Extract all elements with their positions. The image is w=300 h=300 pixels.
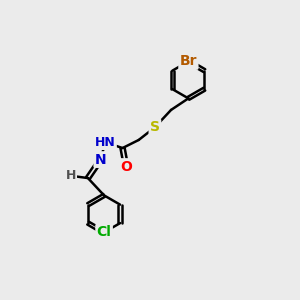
Text: H: H xyxy=(65,169,76,182)
Text: Cl: Cl xyxy=(97,225,112,239)
Text: N: N xyxy=(95,153,106,166)
Text: Br: Br xyxy=(180,54,197,68)
Text: S: S xyxy=(150,120,160,134)
Text: O: O xyxy=(120,160,132,173)
Text: HN: HN xyxy=(95,136,116,149)
